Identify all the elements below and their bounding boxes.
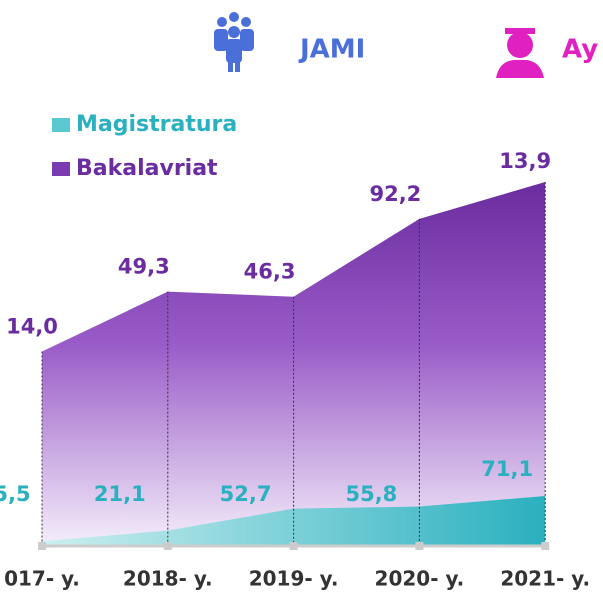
legend-label: Magistratura <box>76 112 237 137</box>
x-tick-label: 2021- y. <box>500 567 590 591</box>
data-label: 92,2 <box>369 182 421 206</box>
x-tick-label: 2018- y. <box>123 567 213 591</box>
data-label: 46,3 <box>244 260 296 284</box>
data-label: 52,7 <box>220 482 272 506</box>
data-label: 5,5 <box>0 482 31 506</box>
total-label: JAMI <box>298 35 365 65</box>
women-label: Ay <box>562 35 598 65</box>
woman-icon <box>496 28 544 78</box>
legend-swatch <box>52 162 70 176</box>
data-label: 55,8 <box>345 482 397 506</box>
data-label: 14,0 <box>6 315 58 339</box>
data-label: 71,1 <box>481 457 533 481</box>
x-tick-label: 017- y. <box>4 567 80 591</box>
data-label: 13,9 <box>499 149 551 173</box>
x-tick-label: 2019- y. <box>249 567 339 591</box>
x-tick-label: 2020- y. <box>375 567 465 591</box>
legend-label: Bakalavriat <box>76 156 218 181</box>
data-label: 21,1 <box>94 482 146 506</box>
people-icon <box>214 12 254 72</box>
legend-swatch <box>52 118 70 132</box>
data-label: 49,3 <box>118 255 170 279</box>
